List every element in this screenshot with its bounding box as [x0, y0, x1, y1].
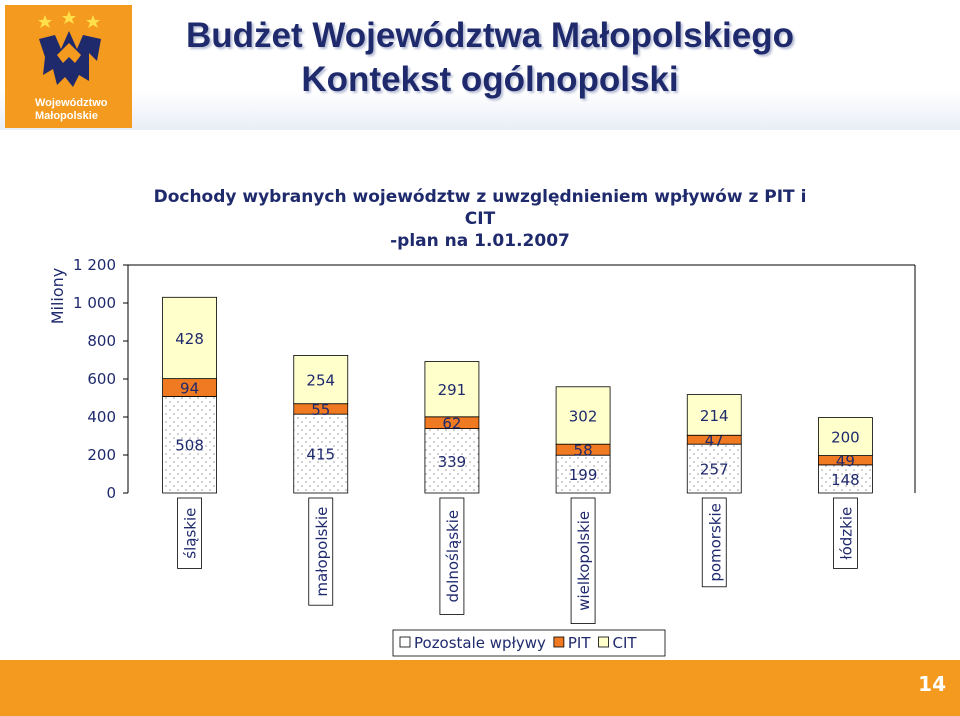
- y-tick-label: 600: [87, 370, 116, 388]
- bar-segment: [818, 417, 873, 456]
- bar-segment: [686, 394, 742, 436]
- title-line-1: Budżet Województwa Małopolskiego: [186, 16, 794, 55]
- footer-band: 14: [0, 660, 960, 716]
- x-tick-label: wielkopolskie: [575, 511, 593, 611]
- legend-label: PIT: [568, 634, 591, 652]
- bar-value-label: 508: [175, 437, 204, 455]
- x-tick-label: pomorskie: [706, 503, 724, 582]
- x-label-box: [439, 497, 465, 615]
- bar-value-label: 415: [306, 446, 335, 464]
- x-axis-labels: śląskie małopolskie dolnośląskie wielkopols…: [177, 497, 858, 624]
- bar-segment: [162, 396, 217, 494]
- bar-value-label: 214: [700, 407, 729, 425]
- bar-value-label: 148: [831, 471, 860, 489]
- bar-segment: [293, 355, 349, 405]
- chart-title-line-1: Dochody wybranych województw z uwzględni…: [153, 187, 807, 229]
- x-tick-label: śląskie: [182, 508, 200, 559]
- x-label-box: [308, 497, 334, 606]
- bar-segment: [818, 464, 873, 494]
- bar-segment: [686, 443, 742, 494]
- logo-line-1: Województwo: [35, 97, 108, 109]
- y-tick-label: 200: [87, 446, 116, 464]
- legend-swatch: [553, 636, 565, 648]
- stacked-bar-chart: Miliony 0 200 400 600 800 1 000 1 200 508 94 428…: [48, 256, 916, 657]
- x-label-box: [833, 497, 858, 569]
- y-tick-label: 800: [87, 332, 116, 350]
- title-line-2: Kontekst ogólnopolski: [301, 60, 679, 99]
- legend-swatch: [399, 636, 411, 648]
- logo-line-2: Małopolskie: [35, 110, 98, 122]
- bar-value-label: 62: [442, 415, 461, 433]
- bar-value-label: 302: [569, 407, 598, 425]
- bar-segment: [424, 428, 480, 494]
- region-logo: Województwo Małopolskie: [5, 5, 132, 128]
- y-tick-label: 1 200: [73, 256, 116, 274]
- legend-label: Pozostale wpływy: [414, 634, 546, 652]
- bar-segment: [293, 413, 349, 494]
- legend-box: [392, 629, 666, 657]
- x-tick-label: małopolskie: [313, 507, 331, 597]
- bar-segment: [555, 454, 611, 494]
- y-tick-label: 1 000: [73, 294, 116, 312]
- chart-title: Dochody wybranych województw z uwzględni…: [140, 186, 820, 252]
- bar-value-label: 428: [175, 330, 204, 348]
- x-label-box: [570, 497, 596, 624]
- y-axis: 0 200 400 600 800 1 000 1 200: [73, 256, 916, 502]
- legend-swatch: [598, 636, 609, 648]
- bar-value-label: 291: [438, 381, 467, 399]
- page-title: Budżet Województwa Małopolskiego Konteks…: [130, 14, 850, 102]
- bar-value-label: 257: [700, 461, 729, 479]
- logo-text: Województwo Małopolskie: [5, 97, 132, 123]
- bar-value-label: 49: [836, 452, 855, 470]
- legend-label: CIT: [613, 634, 638, 652]
- bars: 508 94 428 415 55 254 339 62 291 199 58 302 257 47 214…: [162, 296, 873, 494]
- x-tick-label: łódzkie: [837, 507, 855, 560]
- header-band: [0, 0, 960, 130]
- bar-value-label: 200: [831, 429, 860, 447]
- bar-segment: [555, 386, 611, 445]
- x-label-box: [701, 497, 727, 588]
- y-axis-label: Miliony: [48, 268, 67, 325]
- x-tick-label: dolnośląskie: [444, 510, 462, 603]
- bar-segment: [162, 296, 217, 380]
- logo-emblem-icon: [38, 11, 101, 87]
- y-tick-label: 400: [87, 408, 116, 426]
- x-label-box: [177, 497, 202, 569]
- bar-segment: [424, 361, 480, 418]
- bar-value-label: 55: [311, 401, 330, 419]
- bar-value-label: 254: [306, 372, 335, 390]
- chart-title-line-2: -plan na 1.01.2007: [390, 231, 570, 251]
- bar-value-label: 47: [705, 432, 724, 450]
- bar-value-label: 94: [180, 380, 199, 398]
- legend: Pozostale wpływy PIT CIT: [392, 629, 666, 657]
- bar-value-label: 58: [574, 442, 593, 460]
- page-number: 14: [918, 672, 946, 696]
- bar-value-label: 199: [569, 466, 598, 484]
- y-tick-label: 0: [106, 484, 116, 502]
- bar-value-label: 339: [438, 453, 467, 471]
